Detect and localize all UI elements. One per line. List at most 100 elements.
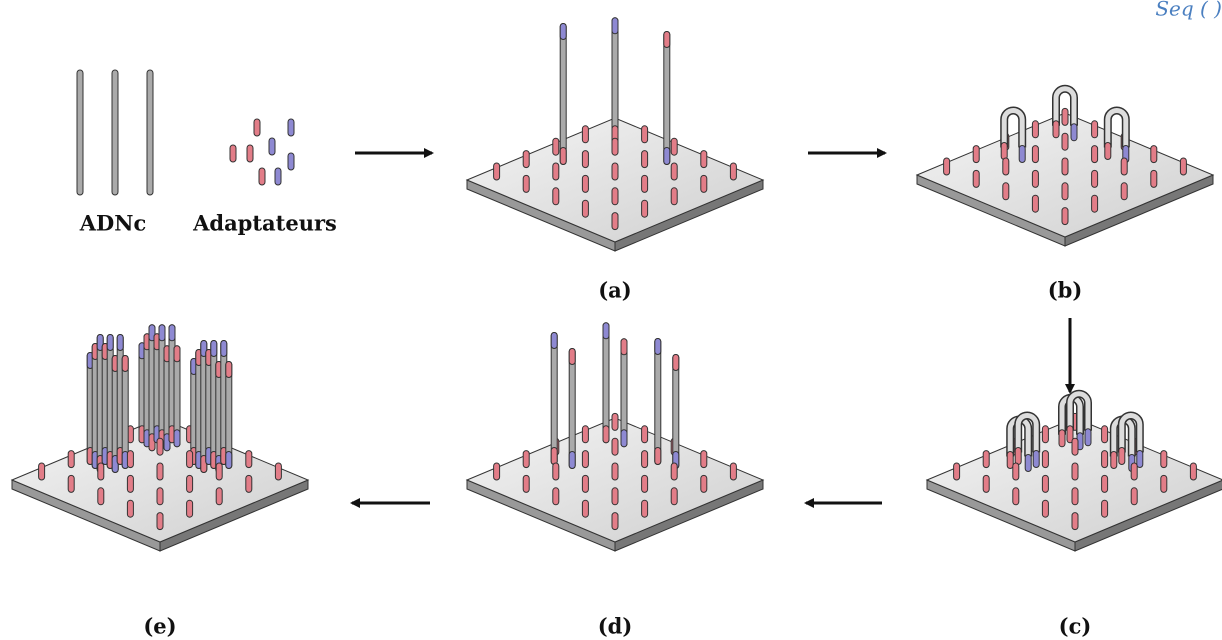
strand-end (106, 334, 114, 351)
adapter (246, 144, 254, 163)
adapter (1101, 474, 1109, 493)
strand (611, 17, 619, 144)
adapter (670, 137, 678, 156)
adapter (1052, 120, 1060, 139)
adapter (126, 474, 134, 493)
strand-base (559, 147, 567, 165)
adapter (581, 450, 589, 469)
adapter (581, 150, 589, 169)
adapter (1130, 487, 1138, 506)
adapter (972, 169, 980, 188)
adapter (1032, 450, 1040, 468)
adapter (1118, 447, 1126, 465)
strand-end (611, 17, 619, 35)
adapter (1061, 132, 1069, 151)
adapter (1031, 120, 1039, 139)
adapter (274, 462, 282, 481)
adapter (1000, 142, 1008, 160)
adapter (641, 125, 649, 144)
adapter (1041, 499, 1049, 518)
adapter (670, 462, 678, 481)
adapter (1179, 157, 1187, 176)
strand-end (620, 338, 628, 356)
adapter (522, 150, 530, 169)
adapter (215, 487, 223, 506)
adapter (67, 474, 75, 493)
bridge (1067, 391, 1091, 431)
adapter (611, 412, 619, 431)
adapter (1024, 454, 1032, 472)
adapter (641, 474, 649, 493)
adapter (1071, 437, 1079, 456)
adapter (215, 462, 223, 481)
step-label: (e) (143, 614, 176, 639)
adapter (700, 450, 708, 469)
adapter (700, 174, 708, 193)
adapter (1031, 194, 1039, 213)
adapter (1031, 145, 1039, 164)
adapter (641, 150, 649, 169)
adapter (268, 137, 276, 156)
adapter (1006, 451, 1014, 469)
adapter (1061, 157, 1069, 176)
adapter (1189, 462, 1197, 481)
cdna-strand (76, 69, 84, 196)
strand-end (225, 361, 233, 378)
adapter (641, 425, 649, 444)
adapter (581, 199, 589, 218)
adapter (522, 450, 530, 469)
adapter (67, 450, 75, 469)
strand-end (568, 348, 576, 365)
adapter (552, 162, 560, 181)
strand-end (173, 345, 181, 363)
adapter (1071, 462, 1079, 481)
adapter (1058, 429, 1066, 448)
adapter (1091, 145, 1099, 164)
step-label: (b) (1048, 278, 1083, 303)
strand-end (116, 334, 124, 351)
adapter (245, 450, 253, 469)
adapter (1041, 474, 1049, 493)
adapter (552, 187, 560, 206)
adapter (229, 144, 237, 163)
adapter (156, 512, 164, 531)
adapter (97, 487, 105, 506)
adapter (1012, 462, 1020, 481)
adapter (581, 425, 589, 444)
step-label: (a) (598, 278, 631, 303)
adapter (493, 462, 501, 481)
strand-base (663, 147, 671, 165)
strand-end (168, 324, 176, 342)
adapter (1071, 512, 1079, 531)
adapter (1061, 107, 1069, 126)
adapter (156, 487, 164, 506)
adapter (953, 462, 961, 481)
strand-base (620, 429, 628, 448)
adapter (670, 162, 678, 181)
adapter (1070, 123, 1078, 142)
adapter (611, 212, 619, 231)
strand (654, 338, 662, 465)
strand-base (568, 451, 576, 469)
caption-fragment: Seq ( ) (1155, 0, 1222, 21)
adapter (156, 462, 164, 481)
strand-base (654, 447, 662, 465)
bridge (1001, 108, 1025, 148)
adapter (581, 174, 589, 193)
adapter (1018, 145, 1026, 163)
strand-end (602, 322, 610, 340)
strand-end (158, 324, 166, 342)
bridge (1015, 413, 1039, 453)
adapter (186, 499, 194, 518)
adapter (1061, 207, 1069, 226)
adapter (1041, 425, 1049, 444)
adapter (1110, 451, 1118, 469)
adapter (552, 462, 560, 481)
artwork (10, 17, 1222, 552)
adapter (611, 437, 619, 456)
adapter (1104, 142, 1112, 160)
adapter (611, 187, 619, 206)
adapter (670, 187, 678, 206)
adapter (729, 462, 737, 481)
adapter (253, 118, 261, 137)
